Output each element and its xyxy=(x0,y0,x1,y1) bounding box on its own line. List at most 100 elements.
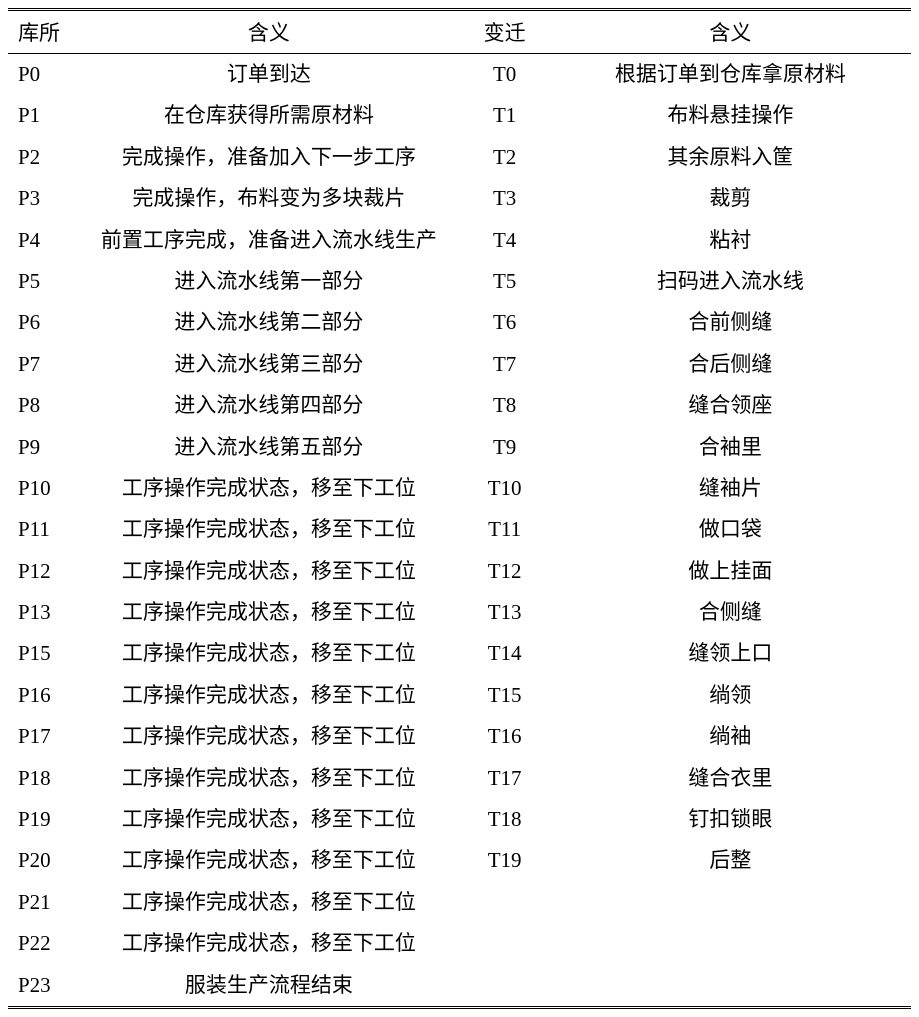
cell-transition: T2 xyxy=(459,137,549,178)
cell-meaning1: 工序操作完成状态，移至下工位 xyxy=(78,799,459,840)
cell-meaning1: 进入流水线第二部分 xyxy=(78,302,459,343)
cell-meaning1: 工序操作完成状态，移至下工位 xyxy=(78,675,459,716)
cell-meaning2: 合前侧缝 xyxy=(550,302,911,343)
cell-meaning2: 做口袋 xyxy=(550,509,911,550)
table-row: P7进入流水线第三部分T7合后侧缝 xyxy=(8,344,911,385)
cell-place: P17 xyxy=(8,716,78,757)
cell-transition: T8 xyxy=(459,385,549,426)
cell-meaning2: 缝合领座 xyxy=(550,385,911,426)
table-row: P13工序操作完成状态，移至下工位T13合侧缝 xyxy=(8,592,911,633)
cell-meaning1: 工序操作完成状态，移至下工位 xyxy=(78,840,459,881)
cell-transition: T5 xyxy=(459,261,549,302)
cell-meaning1: 进入流水线第五部分 xyxy=(78,427,459,468)
table-row: P2完成操作，准备加入下一步工序T2其余原料入筐 xyxy=(8,137,911,178)
table-row: P5进入流水线第一部分T5扫码进入流水线 xyxy=(8,261,911,302)
cell-meaning2: 其余原料入筐 xyxy=(550,137,911,178)
cell-meaning1: 工序操作完成状态，移至下工位 xyxy=(78,633,459,674)
cell-meaning2: 粘衬 xyxy=(550,220,911,261)
table-row: P20工序操作完成状态，移至下工位T19后整 xyxy=(8,840,911,881)
cell-meaning2: 绱袖 xyxy=(550,716,911,757)
cell-place: P0 xyxy=(8,54,78,96)
cell-place: P16 xyxy=(8,675,78,716)
table-row: P15工序操作完成状态，移至下工位T14缝领上口 xyxy=(8,633,911,674)
header-place: 库所 xyxy=(8,11,78,54)
cell-meaning2: 合袖里 xyxy=(550,427,911,468)
cell-transition: T17 xyxy=(459,758,549,799)
table-header-row: 库所 含义 变迁 含义 xyxy=(8,11,911,54)
cell-meaning1: 工序操作完成状态，移至下工位 xyxy=(78,468,459,509)
cell-meaning1: 工序操作完成状态，移至下工位 xyxy=(78,758,459,799)
cell-meaning1: 进入流水线第一部分 xyxy=(78,261,459,302)
cell-transition: T0 xyxy=(459,54,549,96)
cell-meaning2: 缝合衣里 xyxy=(550,758,911,799)
cell-place: P15 xyxy=(8,633,78,674)
cell-meaning2: 缝领上口 xyxy=(550,633,911,674)
cell-place: P22 xyxy=(8,923,78,964)
cell-meaning2: 裁剪 xyxy=(550,178,911,219)
cell-place: P2 xyxy=(8,137,78,178)
cell-transition: T9 xyxy=(459,427,549,468)
cell-place: P5 xyxy=(8,261,78,302)
cell-meaning2: 合侧缝 xyxy=(550,592,911,633)
header-meaning2: 含义 xyxy=(550,11,911,54)
cell-meaning2: 钉扣锁眼 xyxy=(550,799,911,840)
cell-place: P11 xyxy=(8,509,78,550)
table-row: P12工序操作完成状态，移至下工位T12做上挂面 xyxy=(8,551,911,592)
cell-transition: T13 xyxy=(459,592,549,633)
cell-place: P4 xyxy=(8,220,78,261)
cell-transition: T3 xyxy=(459,178,549,219)
cell-place: P19 xyxy=(8,799,78,840)
cell-meaning2: 绱领 xyxy=(550,675,911,716)
cell-meaning1: 进入流水线第四部分 xyxy=(78,385,459,426)
cell-meaning1: 工序操作完成状态，移至下工位 xyxy=(78,882,459,923)
table-row: P22工序操作完成状态，移至下工位 xyxy=(8,923,911,964)
cell-transition: T11 xyxy=(459,509,549,550)
cell-place: P13 xyxy=(8,592,78,633)
cell-place: P10 xyxy=(8,468,78,509)
cell-meaning1: 工序操作完成状态，移至下工位 xyxy=(78,551,459,592)
cell-meaning1: 在仓库获得所需原材料 xyxy=(78,95,459,136)
table-row: P19工序操作完成状态，移至下工位T18钉扣锁眼 xyxy=(8,799,911,840)
cell-transition: T4 xyxy=(459,220,549,261)
petri-net-table: 库所 含义 变迁 含义 P0订单到达T0根据订单到仓库拿原材料P1在仓库获得所需… xyxy=(8,11,911,1006)
cell-meaning1: 完成操作，准备加入下一步工序 xyxy=(78,137,459,178)
header-meaning1: 含义 xyxy=(78,11,459,54)
cell-transition: T19 xyxy=(459,840,549,881)
table-row: P10工序操作完成状态，移至下工位T10缝袖片 xyxy=(8,468,911,509)
table-row: P6进入流水线第二部分T6合前侧缝 xyxy=(8,302,911,343)
cell-place: P12 xyxy=(8,551,78,592)
cell-meaning2 xyxy=(550,923,911,964)
cell-meaning2: 扫码进入流水线 xyxy=(550,261,911,302)
table-row: P3完成操作，布料变为多块裁片T3裁剪 xyxy=(8,178,911,219)
cell-meaning2: 根据订单到仓库拿原材料 xyxy=(550,54,911,96)
table-row: P0订单到达T0根据订单到仓库拿原材料 xyxy=(8,54,911,96)
cell-meaning2: 缝袖片 xyxy=(550,468,911,509)
table-row: P9进入流水线第五部分T9合袖里 xyxy=(8,427,911,468)
cell-meaning2: 做上挂面 xyxy=(550,551,911,592)
table-row: P17工序操作完成状态，移至下工位T16绱袖 xyxy=(8,716,911,757)
cell-transition xyxy=(459,923,549,964)
cell-transition xyxy=(459,882,549,923)
cell-meaning1: 工序操作完成状态，移至下工位 xyxy=(78,509,459,550)
cell-meaning2: 布料悬挂操作 xyxy=(550,95,911,136)
cell-place: P1 xyxy=(8,95,78,136)
cell-place: P18 xyxy=(8,758,78,799)
cell-transition: T16 xyxy=(459,716,549,757)
cell-transition: T7 xyxy=(459,344,549,385)
table-body: P0订单到达T0根据订单到仓库拿原材料P1在仓库获得所需原材料T1布料悬挂操作P… xyxy=(8,54,911,1006)
cell-meaning1: 工序操作完成状态，移至下工位 xyxy=(78,716,459,757)
cell-place: P8 xyxy=(8,385,78,426)
cell-transition: T10 xyxy=(459,468,549,509)
cell-meaning1: 订单到达 xyxy=(78,54,459,96)
table-row: P18工序操作完成状态，移至下工位T17缝合衣里 xyxy=(8,758,911,799)
cell-meaning1: 进入流水线第三部分 xyxy=(78,344,459,385)
cell-place: P7 xyxy=(8,344,78,385)
cell-place: P6 xyxy=(8,302,78,343)
petri-net-table-container: 库所 含义 变迁 含义 P0订单到达T0根据订单到仓库拿原材料P1在仓库获得所需… xyxy=(8,8,911,1009)
cell-transition: T12 xyxy=(459,551,549,592)
table-row: P11工序操作完成状态，移至下工位T11做口袋 xyxy=(8,509,911,550)
table-row: P21工序操作完成状态，移至下工位 xyxy=(8,882,911,923)
cell-transition: T6 xyxy=(459,302,549,343)
cell-meaning1: 工序操作完成状态，移至下工位 xyxy=(78,923,459,964)
cell-place: P9 xyxy=(8,427,78,468)
